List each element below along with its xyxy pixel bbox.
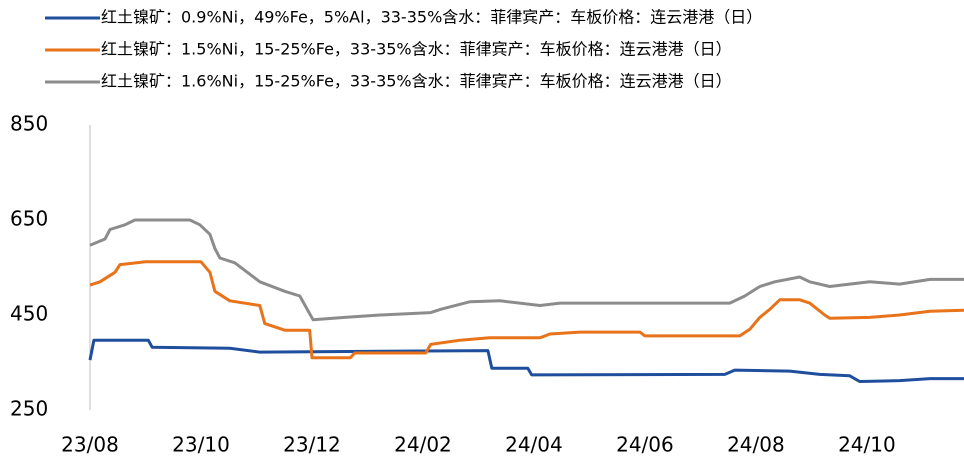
x-tick-label: 24/10 bbox=[838, 433, 896, 457]
x-tick-label: 23/10 bbox=[172, 433, 230, 457]
x-tick-label: 24/02 bbox=[394, 433, 452, 457]
x-tick-label: 23/08 bbox=[61, 433, 119, 457]
y-tick-label: 450 bbox=[10, 302, 48, 326]
legend-label: 红土镍矿：1.6%Ni，15-25%Fe，33-35%含水：菲律宾产：车板价格：… bbox=[101, 72, 732, 91]
legend-label: 红土镍矿：1.5%Ni，15-25%Fe，33-35%含水：菲律宾产：车板价格：… bbox=[101, 40, 732, 59]
y-tick-label: 850 bbox=[10, 112, 48, 136]
y-tick-label: 250 bbox=[10, 397, 48, 421]
x-tick-label: 24/06 bbox=[616, 433, 674, 457]
legend-label: 红土镍矿：0.9%Ni，49%Fe，5%Al，33-35%含水：菲律宾产：车板价… bbox=[101, 8, 762, 27]
x-tick-label: 23/12 bbox=[283, 433, 341, 457]
series-line bbox=[89, 218, 964, 322]
y-tick-label: 650 bbox=[10, 207, 48, 231]
series-line bbox=[89, 260, 964, 360]
x-tick-label: 24/04 bbox=[505, 433, 563, 457]
x-tick-label: 24/08 bbox=[727, 433, 785, 457]
series-line bbox=[88, 338, 964, 383]
